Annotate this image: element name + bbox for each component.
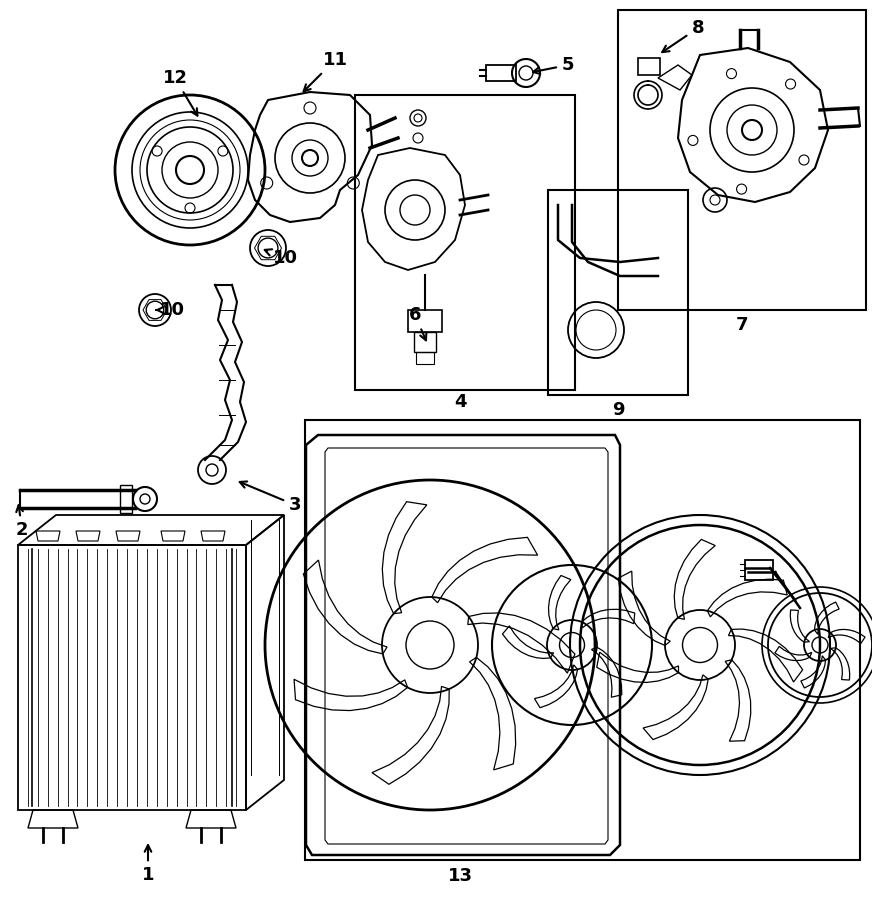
Bar xyxy=(408,310,442,332)
Bar xyxy=(414,332,436,352)
Text: 7: 7 xyxy=(736,316,748,334)
Text: 3: 3 xyxy=(240,482,301,514)
Text: 1: 1 xyxy=(142,845,154,884)
Bar xyxy=(305,420,860,860)
Bar xyxy=(416,352,434,364)
Text: 6: 6 xyxy=(409,306,426,340)
Text: 13: 13 xyxy=(447,867,473,885)
Text: 10: 10 xyxy=(156,301,185,319)
Text: 10: 10 xyxy=(265,249,297,267)
Bar xyxy=(745,560,773,580)
Bar xyxy=(548,190,688,395)
Text: 9: 9 xyxy=(612,401,624,419)
Text: 12: 12 xyxy=(162,69,197,115)
Text: 2: 2 xyxy=(16,505,28,539)
Bar xyxy=(618,10,866,310)
Text: 8: 8 xyxy=(662,19,705,52)
Text: 11: 11 xyxy=(303,51,348,92)
Text: 4: 4 xyxy=(453,393,467,411)
Bar xyxy=(120,485,132,513)
Text: 5: 5 xyxy=(533,56,575,74)
Bar xyxy=(355,95,575,390)
